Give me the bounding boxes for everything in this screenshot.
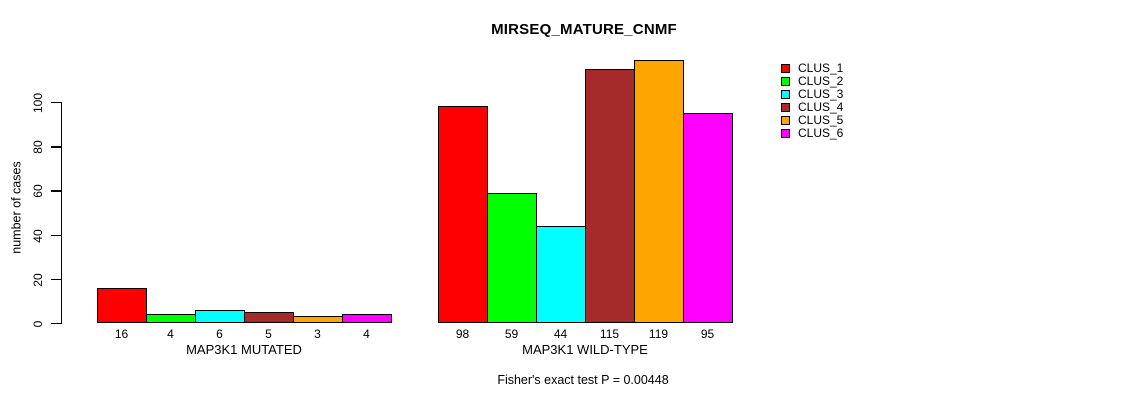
- bar-clus_6-wild-type: [683, 113, 733, 323]
- y-axis-tick-label: 60: [31, 184, 45, 199]
- group-label: MAP3K1 MUTATED: [186, 342, 302, 357]
- bar-clus_3-wild-type: [536, 226, 586, 323]
- bar-clus_3-mutated: [195, 310, 245, 323]
- y-axis-tick: [51, 278, 61, 281]
- bar-value-label: 95: [700, 327, 715, 341]
- legend-item-clus_6: CLUS_6: [781, 125, 844, 140]
- legend-label: CLUS_3: [798, 86, 844, 101]
- bar-clus_5-wild-type: [634, 60, 684, 323]
- legend-swatch-icon: [781, 128, 790, 138]
- bar-value-label: 44: [553, 327, 568, 341]
- legend-item-clus_3: CLUS_3: [781, 86, 844, 101]
- bar-value-label: 98: [455, 327, 470, 341]
- legend-swatch-icon: [781, 63, 790, 73]
- annotation-text: Fisher's exact test P = 0.00448: [497, 373, 669, 387]
- bar-value-label: 4: [363, 327, 370, 341]
- y-axis-tick-label: 40: [31, 228, 45, 243]
- bar-value-label: 3: [314, 327, 321, 341]
- y-axis-line: [61, 102, 63, 324]
- legend-swatch-icon: [781, 76, 790, 86]
- y-axis-label: number of cases: [9, 161, 24, 254]
- legend-label: CLUS_5: [798, 112, 844, 127]
- y-axis-tick: [51, 234, 61, 236]
- y-axis-tick: [51, 323, 61, 325]
- bar-value-label: 4: [167, 327, 174, 341]
- bar-value-label: 59: [504, 327, 519, 341]
- bar-value-label: 5: [265, 327, 272, 341]
- legend-item-clus_2: CLUS_2: [781, 73, 844, 88]
- y-axis-tick: [51, 190, 61, 192]
- legend-label: CLUS_2: [798, 73, 844, 88]
- legend-label: CLUS_1: [798, 60, 844, 75]
- legend-label: CLUS_4: [798, 99, 844, 114]
- y-axis-tick: [51, 102, 61, 104]
- bar-clus_4-wild-type: [585, 69, 635, 323]
- bar-clus_5-mutated: [293, 316, 343, 323]
- y-axis-tick: [51, 146, 61, 148]
- bar-clus_1-mutated: [97, 288, 147, 323]
- bar-clus_2-mutated: [146, 314, 196, 323]
- legend-item-clus_5: CLUS_5: [781, 112, 844, 127]
- bar-value-label: 6: [216, 327, 223, 341]
- bar-value-label: 16: [114, 327, 129, 341]
- y-axis-tick-label: 0: [31, 320, 45, 328]
- bar-clus_4-mutated: [244, 312, 294, 323]
- legend-item-clus_1: CLUS_1: [781, 60, 844, 75]
- chart-title: MIRSEQ_MATURE_CNMF: [491, 21, 677, 38]
- legend-item-clus_4: CLUS_4: [781, 99, 844, 114]
- bar-clus_2-wild-type: [487, 193, 537, 323]
- bar-value-label: 119: [648, 327, 669, 341]
- bar-clus_6-mutated: [342, 314, 392, 323]
- legend-swatch-icon: [781, 89, 790, 99]
- legend-label: CLUS_6: [798, 125, 844, 140]
- y-axis-tick-label: 100: [31, 92, 45, 114]
- bar-value-label: 115: [599, 327, 620, 341]
- y-axis-tick-label: 80: [31, 140, 45, 154]
- legend-swatch-icon: [781, 102, 790, 112]
- group-label: MAP3K1 WILD-TYPE: [522, 342, 648, 357]
- bar-clus_1-wild-type: [438, 106, 488, 323]
- y-axis-tick-label: 20: [31, 273, 45, 287]
- legend-swatch-icon: [781, 115, 790, 125]
